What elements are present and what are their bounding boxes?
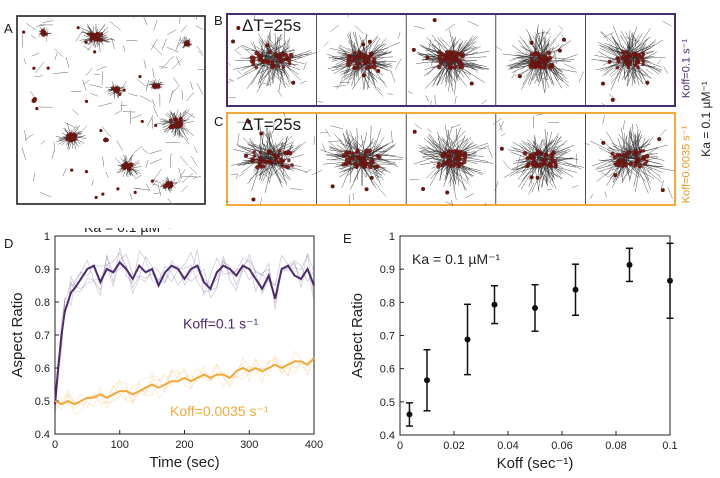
series-line [54,357,315,406]
x-axis-label: Time (sec) [149,454,219,471]
filament-cluster [416,29,490,96]
y-tick-label: 0.5 [35,396,50,408]
series-label: Koff=0.0035 s⁻¹ [170,403,269,419]
x-tick-label: 0 [52,439,58,451]
snapshot-frame [226,13,317,99]
y-tick-label: 0.7 [380,331,395,343]
replicate-trace [54,251,315,412]
filament-cluster [413,125,494,191]
chart-title: Ka = 0.1 µM⁻¹ [84,228,173,235]
snapshot-frame [492,113,590,204]
y-tick-label: 0.6 [35,363,50,375]
panel-label-e: E [343,231,352,246]
filament-cluster [31,96,38,104]
data-point [626,247,633,283]
strip-b-koff-label: Koff=0.1 s⁻¹ [680,38,693,99]
filament-cluster [233,28,317,93]
y-tick-label: 0.7 [35,330,50,342]
x-axis-label: Koff (sec⁻¹) [497,455,574,472]
filament-cluster [503,128,584,193]
filament-cluster [502,24,578,94]
panel-label-c: C [214,114,224,129]
data-point [666,242,674,320]
filament-cluster [231,125,308,194]
data-point [464,303,471,376]
strip-c-koff-label: Koff=0.0035 s⁻¹ [680,125,693,204]
y-tick-label: 0.5 [380,397,395,409]
x-tick-label: 0.04 [497,440,518,452]
filament-cluster [79,23,115,53]
filament-cluster [103,137,109,144]
series-line [54,260,315,405]
x-tick-label: 0.1 [662,440,677,452]
series-label: Koff=0.1 s⁻¹ [183,315,259,331]
snapshot-frame [584,15,676,107]
panel-label-d: D [4,236,14,251]
data-point [531,284,539,332]
snapshot-frame [405,114,499,206]
filament-cluster [116,154,142,178]
replicate-trace [54,350,315,407]
x-tick-label: 0.06 [551,440,572,452]
panel-c-snapshot-strip [226,112,676,206]
filament-cluster [38,26,52,38]
chart-title: Ka = 0.1 µM⁻¹ [412,251,501,267]
panel-e-aspect-ratio-vs-koff-chart: 0 0.02 0.04 0.06 0.08 0.1 0.4 0.5 0.6 0.7 0.8 0.9 1 A… [349,231,678,472]
snapshot-frame [316,13,402,105]
filament-cluster [159,176,178,193]
filament-cluster [146,78,164,91]
panel-a-simulation-image [16,15,206,205]
replicate-trace [54,252,315,418]
y-tick-label: 0.9 [35,264,50,276]
snapshot-frame [311,114,404,206]
panel-label-a: A [4,21,13,36]
replicate-trace [54,355,315,413]
x-tick-label: 300 [240,439,258,451]
y-tick-label: 1 [44,231,50,243]
y-tick-label: 0.4 [35,429,50,441]
data-point [423,349,431,412]
filament-cluster [590,124,675,194]
x-tick-label: 0.02 [443,440,464,452]
x-tick-label: 400 [305,439,323,451]
y-axis-label: Aspect Ratio [9,292,26,377]
panel-d-aspect-ratio-vs-time-chart: 0 100 200 300 400 0.4 0.5 0.6 0.7 0.8 0.9 1 Aspect R… [9,228,323,471]
panel-b-delta-t: ΔT=25s [242,16,302,35]
y-tick-label: 0.4 [380,430,395,442]
x-tick-label: 0 [397,440,403,452]
y-tick-label: 0.6 [380,364,395,376]
filament-cluster [320,125,404,190]
data-point [491,285,498,325]
filament-cluster [326,31,401,91]
x-tick-label: 0.08 [605,440,626,452]
y-tick-label: 0.8 [35,297,50,309]
replicate-trace [54,247,315,399]
filament-cluster [155,109,195,141]
snapshot-frame [405,15,490,107]
y-tick-label: 0.8 [380,297,395,309]
filament-cluster [179,36,193,49]
snapshot-frame [495,15,584,105]
y-tick-label: 0.9 [380,264,395,276]
y-axis-label: Aspect Ratio [349,293,366,378]
snapshot-frame [584,114,675,204]
data-point [405,402,413,427]
x-tick-label: 100 [111,439,129,451]
filament-cluster [55,122,87,151]
y-tick-label: 1 [389,231,395,243]
data-point [572,263,579,317]
ka-side-label: Ka = 0.1 µM⁻¹ [699,81,713,157]
filament-cluster [591,25,666,91]
panel-label-b: B [214,13,223,28]
x-tick-label: 200 [175,439,193,451]
snapshot-frame [226,112,315,206]
panel-b-snapshot-strip [226,13,676,107]
panel-c-delta-t: ΔT=25s [242,115,302,134]
replicate-trace [54,355,315,408]
